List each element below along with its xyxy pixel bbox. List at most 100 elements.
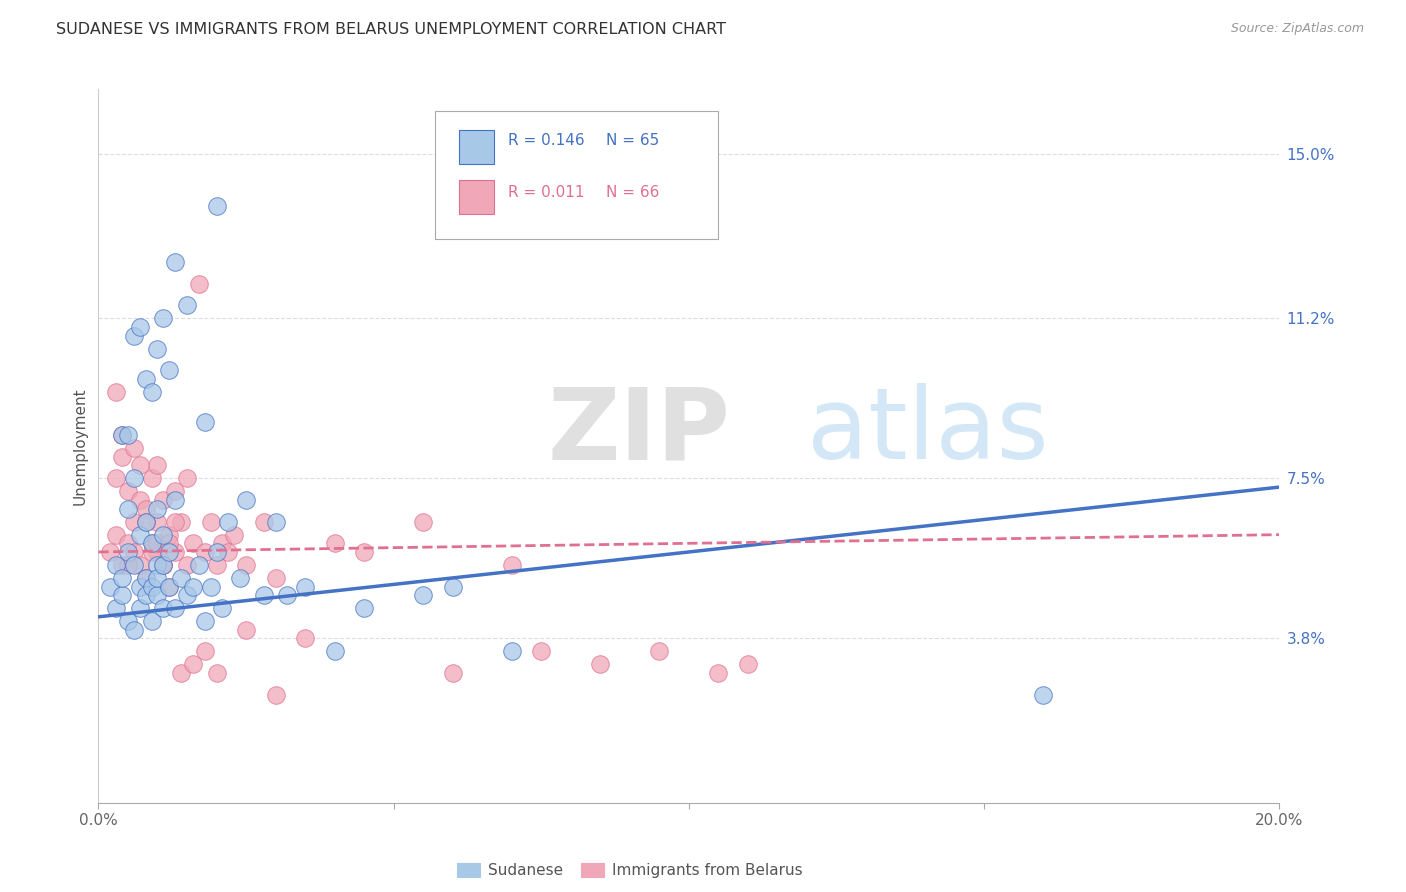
Point xyxy=(187,277,209,291)
Point xyxy=(117,536,139,550)
Point xyxy=(707,666,730,681)
Point xyxy=(141,471,163,485)
Point xyxy=(165,255,187,269)
Point xyxy=(165,515,187,529)
Point xyxy=(146,342,169,356)
Point xyxy=(294,632,316,646)
Point xyxy=(141,536,163,550)
Point xyxy=(648,644,671,658)
Point xyxy=(165,545,187,559)
Point xyxy=(235,493,257,508)
Point xyxy=(205,666,228,681)
Point xyxy=(105,471,128,485)
Legend: Sudanese, Immigrants from Belarus: Sudanese, Immigrants from Belarus xyxy=(451,857,808,884)
Point xyxy=(122,328,145,343)
Point xyxy=(117,428,139,442)
Point xyxy=(152,558,174,572)
Point xyxy=(157,527,180,541)
Point xyxy=(181,580,204,594)
Point xyxy=(200,580,222,594)
Point xyxy=(146,458,169,473)
Point xyxy=(170,666,193,681)
Point xyxy=(141,384,163,399)
Point xyxy=(105,601,128,615)
Point xyxy=(141,580,163,594)
Point xyxy=(501,558,523,572)
Point xyxy=(146,515,169,529)
Point xyxy=(122,558,145,572)
Point xyxy=(205,558,228,572)
Point xyxy=(157,536,180,550)
Point xyxy=(135,588,157,602)
Point xyxy=(135,372,157,386)
Point xyxy=(111,588,134,602)
Point xyxy=(105,527,128,541)
FancyBboxPatch shape xyxy=(434,111,718,239)
Point xyxy=(128,527,150,541)
Point xyxy=(157,580,180,594)
Point xyxy=(122,623,145,637)
Point xyxy=(111,450,134,464)
Text: Source: ZipAtlas.com: Source: ZipAtlas.com xyxy=(1230,22,1364,36)
Point xyxy=(253,515,276,529)
Point xyxy=(111,428,134,442)
Point xyxy=(200,515,222,529)
Point xyxy=(165,484,187,499)
Point xyxy=(224,527,246,541)
Point xyxy=(353,545,375,559)
Point xyxy=(157,363,180,377)
Point xyxy=(217,515,239,529)
Point xyxy=(165,601,187,615)
Point xyxy=(117,484,139,499)
Point xyxy=(353,601,375,615)
Point xyxy=(194,415,217,429)
Point xyxy=(205,199,228,213)
FancyBboxPatch shape xyxy=(458,180,494,214)
Point xyxy=(111,571,134,585)
Point xyxy=(187,558,209,572)
Text: R = 0.011: R = 0.011 xyxy=(508,186,585,200)
Point xyxy=(111,558,134,572)
Point xyxy=(235,558,257,572)
Point xyxy=(146,571,169,585)
Point xyxy=(412,515,434,529)
Text: N = 66: N = 66 xyxy=(606,186,659,200)
Point xyxy=(235,623,257,637)
Point xyxy=(122,515,145,529)
Point xyxy=(117,614,139,628)
Point xyxy=(111,428,134,442)
Point xyxy=(135,571,157,585)
Text: ZIP: ZIP xyxy=(547,384,730,480)
Point xyxy=(152,527,174,541)
Point xyxy=(105,558,128,572)
Point xyxy=(146,558,169,572)
Point xyxy=(264,688,287,702)
Point xyxy=(211,601,233,615)
Point xyxy=(117,558,139,572)
Point xyxy=(122,471,145,485)
Point xyxy=(194,614,217,628)
Point xyxy=(294,580,316,594)
Point xyxy=(146,501,169,516)
Point xyxy=(152,601,174,615)
Point xyxy=(122,545,145,559)
Point xyxy=(105,384,128,399)
Point xyxy=(253,588,276,602)
Point xyxy=(217,545,239,559)
Point xyxy=(229,571,252,585)
Point xyxy=(176,298,198,312)
Point xyxy=(157,580,180,594)
Point xyxy=(135,501,157,516)
Point xyxy=(98,580,121,594)
Point xyxy=(152,311,174,326)
Point xyxy=(181,657,204,672)
Point xyxy=(128,493,150,508)
Point xyxy=(128,320,150,334)
Point xyxy=(128,601,150,615)
Text: N = 65: N = 65 xyxy=(606,133,659,148)
Point xyxy=(170,515,193,529)
Point xyxy=(152,558,174,572)
Point xyxy=(170,571,193,585)
Point xyxy=(194,644,217,658)
Point xyxy=(205,545,228,559)
